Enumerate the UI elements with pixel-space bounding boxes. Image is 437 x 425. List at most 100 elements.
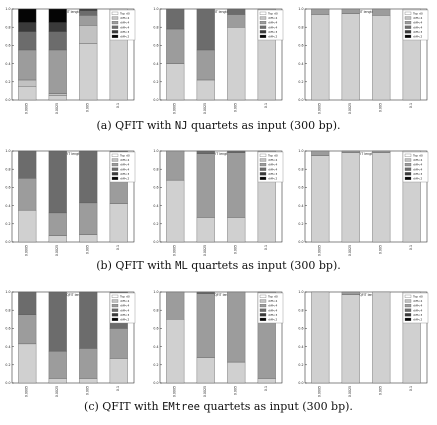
legend-label: Top d0 xyxy=(119,154,130,158)
bar-segment xyxy=(79,234,98,243)
y-tick-label: 1.0 xyxy=(153,290,158,294)
legend-swatch xyxy=(111,11,119,15)
y-tick-label: 0.0 xyxy=(153,98,158,102)
x-tick-label: 0.0025 xyxy=(203,103,207,114)
bar-segment xyxy=(372,152,391,243)
legend-swatch xyxy=(111,158,119,162)
bar-segment xyxy=(166,63,185,101)
bar-segment xyxy=(18,49,37,81)
y-tick-label: 0.4 xyxy=(298,204,303,208)
legend-label: diff<4 xyxy=(120,158,129,162)
bar-segment xyxy=(341,291,360,295)
legend-swatch xyxy=(404,167,412,171)
x-tick-label: 0.0005 xyxy=(24,245,28,256)
legend-label: diff<2 xyxy=(413,35,422,39)
legend-label: Top d0 xyxy=(412,154,423,158)
legend-swatch xyxy=(404,34,412,38)
caption-b-tail: quartets as input (300 bp). xyxy=(187,259,341,272)
bar-segment xyxy=(311,291,330,384)
y-tick-label: 0.2 xyxy=(5,80,10,84)
x-tick-label: 0.1 xyxy=(409,386,413,391)
chart-title: NJ QFIT length 300 xyxy=(351,10,381,14)
x-tick-label: 0.1 xyxy=(116,245,120,250)
x-tick-label: 0.0005 xyxy=(24,103,28,114)
legend-label: Top d0 xyxy=(267,295,278,299)
legend-label: Top d0 xyxy=(119,12,130,16)
x-tick-label: 0.005 xyxy=(85,103,89,112)
y-tick-label: 0.4 xyxy=(153,345,158,349)
caption-c-text: (c) QFIT with xyxy=(84,400,163,413)
y-tick-label: 1.0 xyxy=(153,149,158,153)
bar-segment xyxy=(79,291,98,349)
legend-swatch xyxy=(404,158,412,162)
legend-label: diff<4 xyxy=(268,21,277,25)
legend-box xyxy=(257,9,284,41)
bar-segment xyxy=(166,150,185,181)
bar-segment xyxy=(227,152,246,218)
legend-label: diff<4 xyxy=(120,25,129,29)
legend-swatch xyxy=(404,163,412,167)
chart-panel: ML QFIT length 300 0.0 0.2 0.4 0.6 0.8 1.0 0.00… xyxy=(5,149,136,256)
bar-segment xyxy=(257,176,276,243)
bar-segment xyxy=(166,319,185,384)
chart-panel: ML QFIT length 300 0.0 0.2 0.4 0.6 0.8 1.0 0.00… xyxy=(153,149,284,256)
caption-c: (c) QFIT with EMtree quartets as input (… xyxy=(0,400,437,413)
legend-swatch xyxy=(259,299,267,303)
bar-segment xyxy=(79,378,98,384)
caption-a-tail: quartets as input (300 bp). xyxy=(187,119,341,132)
legend-swatch xyxy=(259,317,267,321)
legend-swatch xyxy=(404,299,412,303)
y-tick-label: 0.6 xyxy=(298,327,303,331)
y-tick-label: 0.0 xyxy=(5,240,10,244)
bar-segment xyxy=(18,79,37,87)
legend-label: diff<2 xyxy=(413,177,422,181)
y-tick-label: 0.8 xyxy=(153,167,158,171)
legend-label: Top d0 xyxy=(119,295,130,299)
legend-label: diff<2 xyxy=(120,35,129,39)
legend-label: diff<4 xyxy=(413,308,422,312)
bar-segment xyxy=(311,150,330,156)
legend-label: diff<4 xyxy=(120,163,129,167)
y-tick-label: 1.0 xyxy=(5,290,10,294)
x-tick-label: 0.0025 xyxy=(348,103,352,114)
bar-segment xyxy=(311,155,330,243)
bar-segment xyxy=(79,15,98,26)
caption-b: (b) QFIT with ML quartets as input (300 … xyxy=(0,259,437,272)
bar-segment xyxy=(48,378,67,384)
y-tick-label: 0.6 xyxy=(5,186,10,190)
x-tick-label: 0.0005 xyxy=(317,103,321,114)
chart-title: NJ QFIT length 300 xyxy=(206,10,236,14)
y-tick-label: 0.2 xyxy=(153,363,158,367)
y-tick-label: 0.2 xyxy=(298,222,303,226)
legend-swatch xyxy=(111,299,119,303)
legend-swatch xyxy=(259,21,267,25)
legend-swatch xyxy=(404,317,412,321)
y-tick-label: 0.0 xyxy=(298,381,303,385)
x-tick-label: 0.005 xyxy=(233,103,237,112)
legend-swatch xyxy=(259,34,267,38)
bar-segment xyxy=(18,8,37,23)
caption-c-tail: quartets as input (300 bp). xyxy=(200,400,353,413)
legend-label: diff<4 xyxy=(268,158,277,162)
x-tick-label: 0.1 xyxy=(264,386,268,391)
bar-segment xyxy=(227,150,246,153)
bar-segment xyxy=(48,291,67,352)
y-tick-label: 0.2 xyxy=(5,363,10,367)
chart-panel: ML QFIT length 300 0.0 0.2 0.4 0.6 0.8 1.0 0.00… xyxy=(298,149,429,256)
bar-segment xyxy=(18,31,37,51)
legend-swatch xyxy=(259,167,267,171)
x-tick-label: 0.0025 xyxy=(55,245,59,256)
x-tick-label: 0.1 xyxy=(264,245,268,250)
legend-label: diff<4 xyxy=(268,25,277,29)
y-tick-label: 0.6 xyxy=(298,186,303,190)
legend-label: diff<4 xyxy=(120,167,129,171)
y-tick-label: 0.0 xyxy=(298,240,303,244)
bar-segment xyxy=(372,15,391,101)
legend-swatch xyxy=(111,172,119,176)
x-tick-label: 0.005 xyxy=(233,386,237,395)
x-tick-label: 0.1 xyxy=(116,386,120,391)
legend-swatch xyxy=(111,176,119,180)
chart-title: NJ QFIT length 300 xyxy=(58,10,88,14)
y-tick-label: 1.0 xyxy=(5,7,10,11)
caption-a-code: NJ xyxy=(174,120,188,132)
